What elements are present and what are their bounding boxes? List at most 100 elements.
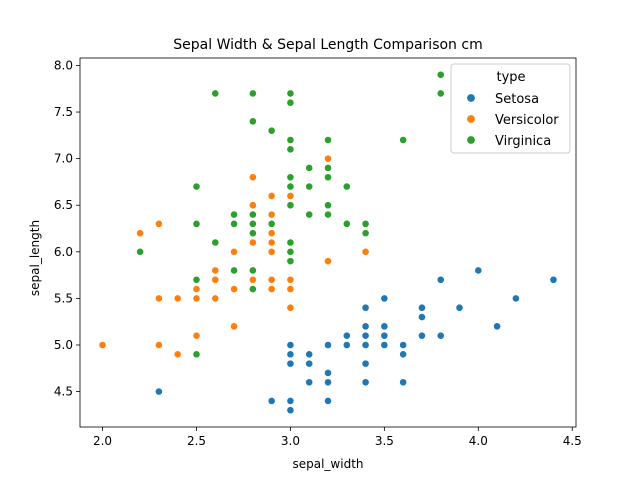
data-point <box>286 257 295 266</box>
data-point <box>267 192 276 200</box>
data-point <box>474 266 483 275</box>
data-point <box>248 117 257 126</box>
data-point <box>399 341 408 349</box>
data-point <box>248 275 257 284</box>
data-point <box>361 219 370 228</box>
data-point <box>286 341 295 349</box>
y-tick-label: 8.0 <box>54 58 73 72</box>
data-point <box>211 294 220 303</box>
data-point <box>511 294 520 303</box>
data-point <box>286 201 295 210</box>
data-point <box>248 229 257 238</box>
legend-marker-virginica <box>466 135 476 145</box>
data-point <box>267 247 276 256</box>
data-point <box>286 98 295 107</box>
y-tick-label: 5.5 <box>54 291 73 305</box>
data-point <box>324 397 332 405</box>
data-point <box>248 201 257 210</box>
data-point <box>324 164 332 172</box>
axes-layer: 2.0 2.5 3.0 3.5 4.0 4.5 4.5 5.0 5.5 6.0 6.5 7.0 7.5 8… <box>54 57 582 448</box>
data-point <box>380 294 389 303</box>
data-point <box>286 89 295 98</box>
data-point <box>286 275 295 284</box>
data-point <box>286 145 295 154</box>
data-point <box>305 210 314 219</box>
data-point <box>418 303 426 312</box>
data-point <box>136 229 145 238</box>
data-point <box>286 136 295 144</box>
y-tick-label: 4.5 <box>54 385 73 399</box>
data-point <box>230 285 238 293</box>
data-point <box>155 294 163 303</box>
series-setosa <box>155 266 558 415</box>
y-tick-label: 6.0 <box>54 245 73 259</box>
data-point <box>286 182 295 191</box>
data-point <box>267 219 276 228</box>
data-point <box>493 322 501 331</box>
x-tick-label: 2.0 <box>93 434 112 448</box>
data-point <box>436 89 445 98</box>
data-point <box>286 406 295 415</box>
x-tick-label: 3.5 <box>375 434 394 448</box>
data-point <box>436 275 445 284</box>
data-point <box>192 219 201 228</box>
y-tick-label: 7.5 <box>54 105 73 119</box>
data-point <box>173 294 182 303</box>
data-point <box>361 303 370 312</box>
data-point <box>305 378 314 387</box>
data-point <box>267 210 276 219</box>
data-point <box>192 182 201 191</box>
data-point <box>230 266 238 275</box>
data-point <box>305 182 314 191</box>
data-point <box>248 173 257 182</box>
data-point <box>399 136 408 144</box>
x-axis-label: sepal_width <box>292 457 363 471</box>
legend-box <box>450 63 571 154</box>
data-point <box>380 322 389 331</box>
data-point <box>267 397 276 405</box>
data-point <box>418 331 426 340</box>
data-point <box>286 247 295 256</box>
legend: type Setosa Versicolor Virginica <box>450 63 571 154</box>
legend-label-versicolor: Versicolor <box>495 113 559 128</box>
data-point <box>267 229 276 238</box>
data-point <box>342 341 351 349</box>
data-point <box>324 378 332 387</box>
data-point <box>192 275 201 284</box>
data-point <box>305 359 314 368</box>
data-point <box>230 210 238 219</box>
data-point <box>361 322 370 331</box>
data-point <box>361 229 370 238</box>
data-point <box>324 136 332 144</box>
data-point <box>286 173 295 182</box>
data-point <box>455 303 464 312</box>
data-point <box>436 331 445 340</box>
legend-title: type <box>496 70 525 85</box>
data-point <box>549 275 558 284</box>
series-virginica <box>136 70 445 359</box>
data-point <box>192 294 201 303</box>
data-point <box>361 378 370 387</box>
data-point <box>248 89 257 98</box>
data-point <box>324 201 332 210</box>
chart-title: Sepal Width & Sepal Length Comparison cm <box>173 37 482 53</box>
data-point <box>136 247 145 256</box>
data-point <box>399 350 408 359</box>
y-axis-label: sepal_length <box>28 220 42 296</box>
data-point <box>173 350 182 359</box>
data-point <box>399 378 408 387</box>
data-point <box>418 313 426 321</box>
data-point <box>305 164 314 172</box>
data-point <box>286 397 295 405</box>
data-point <box>436 70 445 79</box>
data-point <box>230 247 238 256</box>
x-tick-label: 4.5 <box>563 434 582 448</box>
data-point <box>342 182 351 191</box>
data-point <box>342 331 351 340</box>
data-point <box>98 341 107 349</box>
data-point <box>192 285 201 293</box>
data-point <box>248 238 257 247</box>
y-tick-label: 7.0 <box>54 152 73 166</box>
data-point <box>267 126 276 135</box>
data-point <box>248 210 257 219</box>
